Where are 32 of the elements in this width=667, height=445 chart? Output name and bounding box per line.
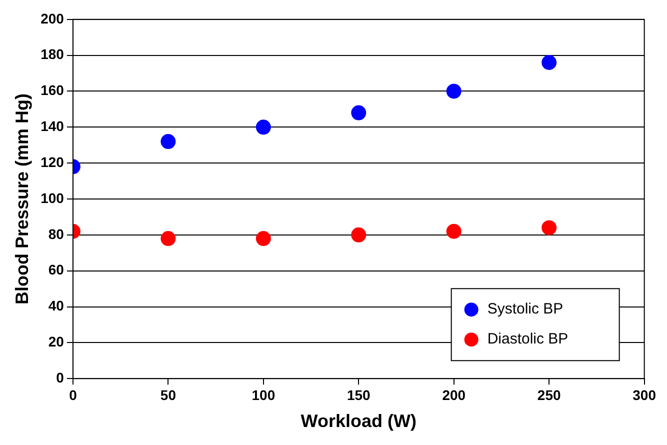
y-axis-title: Blood Pressure (mm Hg): [12, 93, 32, 305]
y-tick-label: 160: [40, 82, 64, 98]
point: [351, 105, 366, 120]
x-tick-label: 0: [69, 386, 78, 403]
point: [542, 55, 557, 70]
x-axis-title: Workload (W): [300, 411, 416, 432]
x-tick-label: 100: [252, 386, 276, 403]
y-tick-label: 40: [48, 298, 64, 314]
point: [542, 220, 557, 236]
legend-label: Systolic BP: [487, 300, 564, 318]
point: [256, 231, 271, 246]
y-tick-label: 140: [40, 118, 64, 134]
x-tick-label: 200: [442, 386, 466, 403]
y-tick-label: 60: [48, 262, 64, 278]
x-tick-label: 150: [346, 386, 371, 403]
point: [446, 84, 462, 99]
y-tick-label: 20: [48, 334, 64, 350]
x-tick-label: 250: [537, 386, 561, 403]
point: [160, 231, 176, 246]
y-tick-label: 120: [40, 154, 64, 170]
y-tick-label: 0: [56, 369, 64, 386]
point: [160, 134, 176, 150]
x-tick-label: 300: [632, 386, 656, 403]
legend-label: Diastolic BP: [487, 330, 568, 348]
point: [351, 227, 366, 242]
x-tick-label: 50: [160, 386, 176, 403]
y-tick-label: 200: [40, 10, 64, 26]
y-tick-label: 180: [40, 46, 64, 62]
point: [256, 120, 271, 135]
point: [446, 224, 462, 239]
y-tick-label: 80: [48, 226, 64, 242]
y-tick-label: 100: [40, 190, 64, 206]
